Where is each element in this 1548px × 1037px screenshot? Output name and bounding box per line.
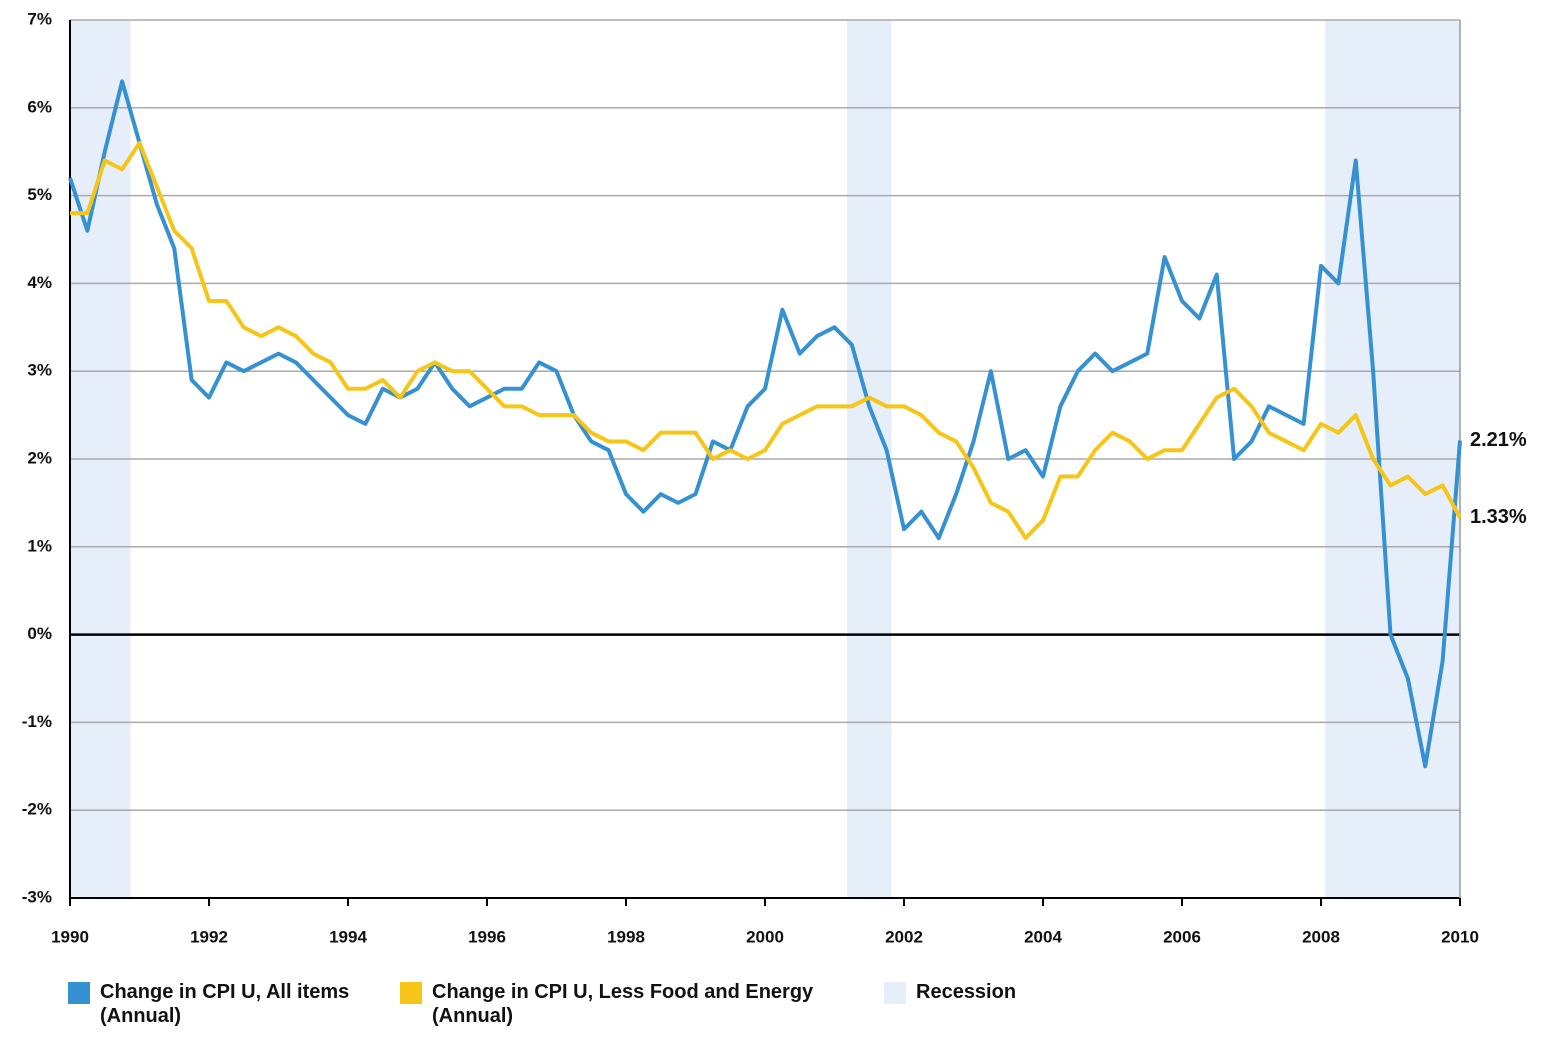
x-tick-label: 2008 xyxy=(1302,927,1340,946)
x-tick-label: 1992 xyxy=(190,927,228,946)
end-label: 2.21% xyxy=(1470,429,1527,451)
legend-item: Change in CPI U, All items (Annual) xyxy=(68,980,360,1028)
legend-item: Recession xyxy=(884,980,1276,1004)
y-tick-label: -2% xyxy=(22,800,52,819)
x-tick-label: 2000 xyxy=(746,927,784,946)
x-tick-label: 1994 xyxy=(329,927,367,946)
x-tick-label: 2004 xyxy=(1024,927,1062,946)
legend-label: Change in CPI U, All items (Annual) xyxy=(100,981,350,1027)
y-tick-label: 4% xyxy=(27,273,52,292)
legend-label: Recession xyxy=(916,981,1017,1003)
y-tick-label: 7% xyxy=(27,9,52,28)
x-tick-label: 1996 xyxy=(468,927,506,946)
series-line xyxy=(68,79,1462,769)
y-tick-label: 6% xyxy=(27,97,52,116)
y-tick-label: 2% xyxy=(27,448,52,467)
legend-swatch xyxy=(68,982,90,1004)
y-tick-label: 3% xyxy=(27,361,52,380)
series-line xyxy=(70,140,1462,541)
legend-label: Change in CPI U, Less Food and Energy (A… xyxy=(432,981,814,1027)
legend-swatch xyxy=(400,982,422,1004)
y-tick-label: 5% xyxy=(27,185,52,204)
y-tick-label: -3% xyxy=(22,887,52,906)
x-tick-label: 2010 xyxy=(1441,927,1479,946)
x-tick-label: 2006 xyxy=(1163,927,1201,946)
y-tick-label: 1% xyxy=(27,536,52,555)
x-tick-label: 1998 xyxy=(607,927,645,946)
x-tick-label: 2002 xyxy=(885,927,923,946)
legend-item: Change in CPI U, Less Food and Energy (A… xyxy=(400,980,822,1028)
y-tick-label: 0% xyxy=(27,624,52,643)
chart: -3% -2% -1% 0% 1% 2% 3% 4% 5% 6% 7% 1990 1992 1994 199… xyxy=(22,9,1527,946)
end-label: 1.33% xyxy=(1470,506,1527,528)
y-tick-label: -1% xyxy=(22,712,52,731)
x-tick-label: 1990 xyxy=(51,927,89,946)
legend-swatch xyxy=(884,982,906,1004)
